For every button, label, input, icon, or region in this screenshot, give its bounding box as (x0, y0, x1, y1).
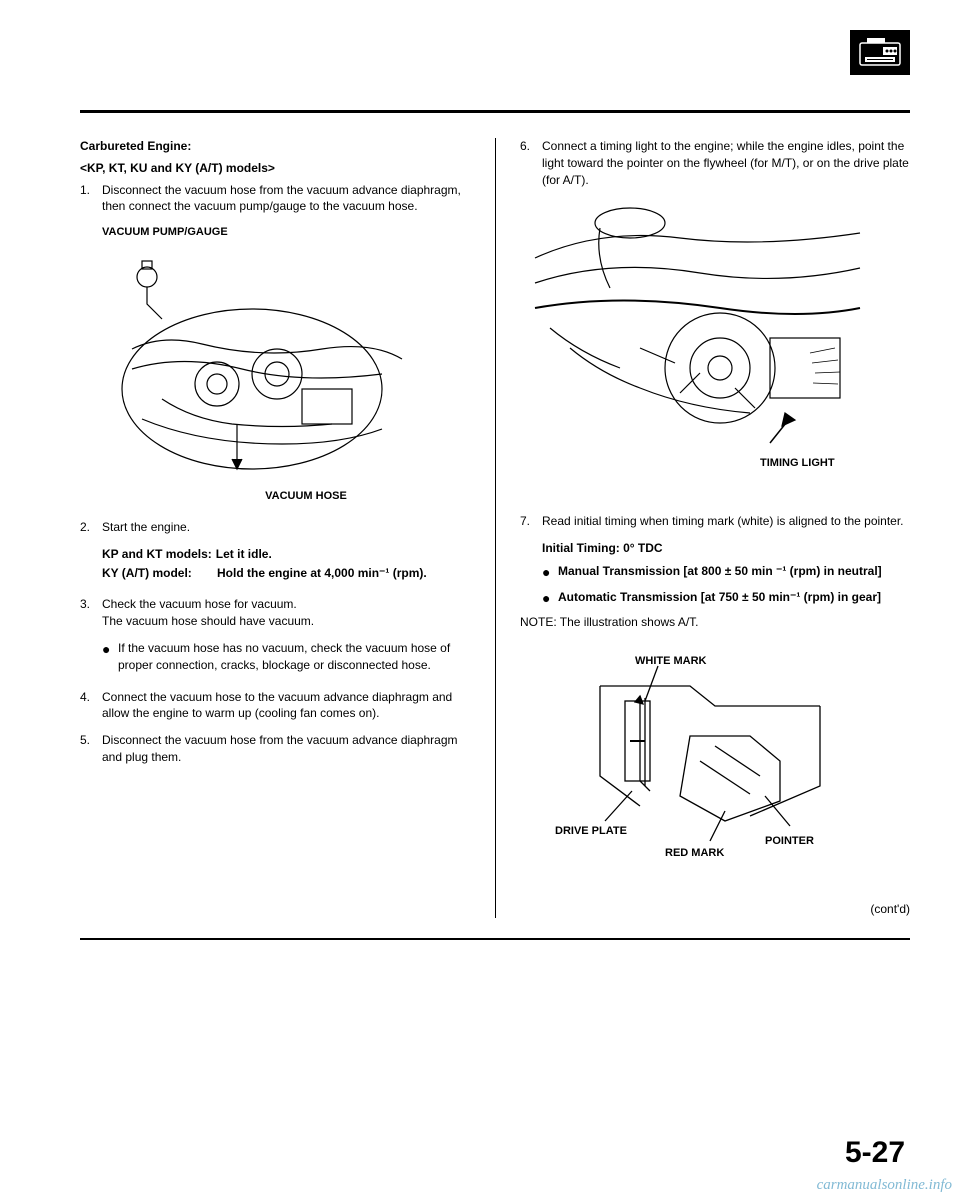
figure-drive-plate: WHITE MARK DRIVE PLATE RED MARK POINTER (550, 646, 910, 876)
step5-text: Disconnect the vacuum hose from the vacu… (102, 732, 470, 766)
engine-icon (850, 30, 910, 75)
timing-bullet1: Manual Transmission [at 800 ± 50 min ⁻¹ … (558, 563, 882, 583)
step4-num: 4. (80, 689, 102, 723)
step7-num: 7. (520, 513, 542, 530)
timing-heading: Initial Timing: 0° TDC (542, 540, 910, 557)
top-rule (80, 110, 910, 113)
subheading-models: <KP, KT, KU and KY (A/T) models> (80, 160, 470, 177)
note-text: NOTE: The illustration shows A/T. (520, 614, 910, 631)
spec2-label: KY (A/T) model: (102, 565, 217, 582)
label-drive-plate: DRIVE PLATE (555, 825, 627, 837)
label-red-mark: RED MARK (665, 847, 724, 859)
fig1-label-top: VACUUM PUMP/GAUGE (102, 225, 470, 240)
step6-text: Connect a timing light to the engine; wh… (542, 138, 910, 188)
step5-num: 5. (80, 732, 102, 766)
step6-num: 6. (520, 138, 542, 188)
step3-num: 3. (80, 596, 102, 630)
label-pointer: POINTER (765, 835, 814, 847)
spec1-label: KP and KT models: (102, 546, 212, 563)
step3-text2: The vacuum hose should have vacuum. (102, 613, 470, 630)
fig1-label-bottom: VACUUM HOSE (142, 489, 470, 504)
right-column: 6. Connect a timing light to the engine;… (505, 138, 910, 918)
spec2-val: Hold the engine at 4,000 min⁻¹ (rpm). (217, 565, 470, 582)
bullet-icon: ● (542, 589, 558, 609)
step4-text: Connect the vacuum hose to the vacuum ad… (102, 689, 470, 723)
step1-text: Disconnect the vacuum hose from the vacu… (102, 182, 470, 216)
column-divider (495, 138, 496, 918)
bullet-icon: ● (102, 640, 118, 674)
spec1-val: Let it idle. (216, 546, 272, 563)
bullet-icon: ● (542, 563, 558, 583)
model-specs: KP and KT models: Let it idle. KY (A/T) … (102, 546, 470, 582)
left-column: Carbureted Engine: <KP, KT, KU and KY (A… (80, 138, 485, 918)
figure-timing-light: TIMING LIGHT (520, 198, 910, 498)
step2-num: 2. (80, 519, 102, 536)
label-white-mark: WHITE MARK (635, 655, 707, 667)
bottom-rule (80, 938, 910, 940)
content-columns: Carbureted Engine: <KP, KT, KU and KY (A… (80, 138, 910, 918)
figure-vacuum-pump: VACUUM HOSE (102, 249, 470, 504)
page-number: 5-27 (845, 1136, 905, 1170)
contd-text: (cont'd) (520, 901, 910, 918)
step2-text: Start the engine. (102, 519, 470, 536)
heading-carbureted: Carbureted Engine: (80, 138, 470, 155)
fig2-label: TIMING LIGHT (760, 457, 835, 469)
step1-num: 1. (80, 182, 102, 216)
step3-bullet: If the vacuum hose has no vacuum, check … (118, 640, 470, 674)
timing-bullet2: Automatic Transmission [at 750 ± 50 min⁻… (558, 589, 881, 609)
watermark-text: carmanualsonline.info (817, 1177, 952, 1194)
step7-text: Read initial timing when timing mark (wh… (542, 513, 910, 530)
step3-text: Check the vacuum hose for vacuum. (102, 596, 470, 613)
